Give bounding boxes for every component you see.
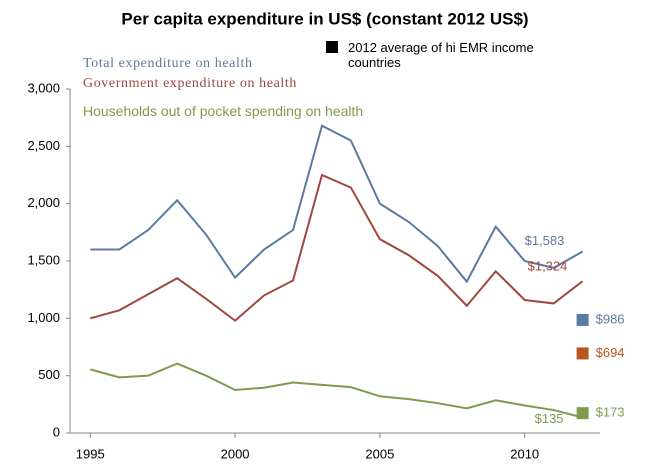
legend-entry: Households out of pocket spending on hea… (83, 103, 364, 119)
y-tick-label: 0 (53, 424, 60, 439)
y-tick-label: 1,000 (27, 310, 60, 325)
x-tick-label: 1995 (76, 446, 105, 461)
benchmark-marker (576, 313, 589, 326)
line (90, 124, 584, 284)
legend-entry: 2012 average of hi EMR income countries (348, 40, 534, 70)
x-tick-label: 2000 (221, 446, 250, 461)
line (90, 362, 583, 419)
legend-entry: Government expenditure on health (83, 76, 297, 91)
y-tick-label: 2,000 (27, 195, 60, 210)
value-label: $135 (535, 411, 564, 426)
benchmark-label: $694 (596, 345, 625, 360)
value-label: $1,324 (528, 259, 568, 274)
y-tick-label: 2,500 (27, 138, 60, 153)
legend-entry: Total expenditure on health (83, 56, 253, 71)
line (90, 173, 584, 322)
benchmark-label: $986 (596, 311, 625, 326)
x-tick-label: 2005 (365, 446, 394, 461)
value-label: $1,583 (525, 233, 565, 248)
chart-title: Per capita expenditure in US$ (constant … (121, 9, 528, 28)
legend-swatch (326, 41, 338, 53)
benchmark-marker (576, 407, 589, 420)
benchmark-marker (576, 347, 589, 360)
x-tick-label: 2010 (510, 446, 539, 461)
y-tick-label: 3,000 (27, 80, 60, 95)
y-tick-label: 1,500 (27, 252, 60, 267)
benchmark-label: $173 (596, 405, 625, 420)
y-tick-label: 500 (38, 367, 60, 382)
